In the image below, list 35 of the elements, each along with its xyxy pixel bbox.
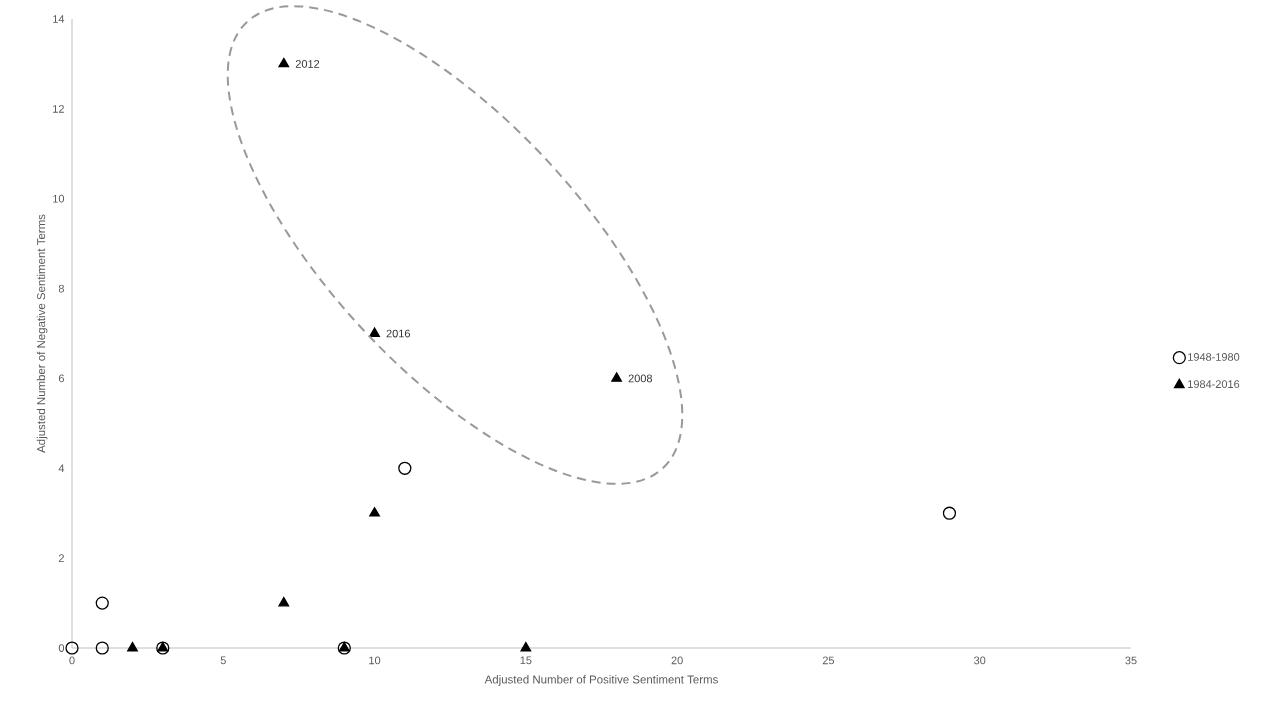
x-tick-label: 15 xyxy=(520,656,532,665)
y-tick-label: 12 xyxy=(53,105,64,113)
annotation: 2012 xyxy=(295,60,320,68)
y-axis-title: Adjusted Number of Negative Sentiment Terms xyxy=(36,214,48,453)
y-tick-label: 10 xyxy=(53,194,65,203)
x-tick-label: 10 xyxy=(369,656,381,665)
y-tick-label: 2 xyxy=(58,554,64,562)
x-axis-title: Adjusted Number of Positive Sentiment Terms xyxy=(484,675,718,686)
x-tick-label: 35 xyxy=(1125,656,1137,665)
point xyxy=(65,641,79,655)
legend-label: 1948-1980 xyxy=(1188,353,1240,361)
point xyxy=(942,506,957,520)
annotation: 2016 xyxy=(386,329,410,338)
point xyxy=(369,507,380,517)
annotation: 2008 xyxy=(628,374,653,383)
point xyxy=(95,641,109,655)
point xyxy=(520,641,532,652)
y-tick-label: 0 xyxy=(58,644,65,652)
point xyxy=(369,327,380,337)
y-tick-label: 6 xyxy=(58,374,64,383)
x-tick-label: 25 xyxy=(822,656,835,665)
x-tick-label: 20 xyxy=(671,656,683,665)
point xyxy=(278,596,290,607)
legend-label: 1984-2016 xyxy=(1188,380,1240,388)
point xyxy=(611,372,623,382)
y-tick-label: 8 xyxy=(58,284,64,293)
x-tick-label: 30 xyxy=(974,656,986,665)
point xyxy=(398,461,412,475)
x-tick-label: 5 xyxy=(220,656,226,665)
y-tick-label: 4 xyxy=(58,464,65,473)
point xyxy=(127,641,138,652)
point xyxy=(95,596,109,610)
point xyxy=(278,57,290,68)
y-tick-label: 14 xyxy=(53,15,65,23)
x-tick-label: 0 xyxy=(69,656,75,665)
